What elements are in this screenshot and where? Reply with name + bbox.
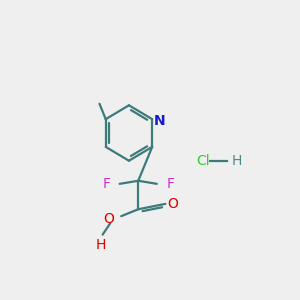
- Text: N: N: [154, 114, 165, 128]
- Text: H: H: [96, 238, 106, 252]
- Text: H: H: [231, 154, 242, 168]
- Text: O: O: [168, 197, 178, 211]
- Text: O: O: [103, 212, 114, 226]
- Text: Cl: Cl: [196, 154, 210, 168]
- Text: F: F: [166, 177, 174, 191]
- Text: F: F: [102, 177, 110, 191]
